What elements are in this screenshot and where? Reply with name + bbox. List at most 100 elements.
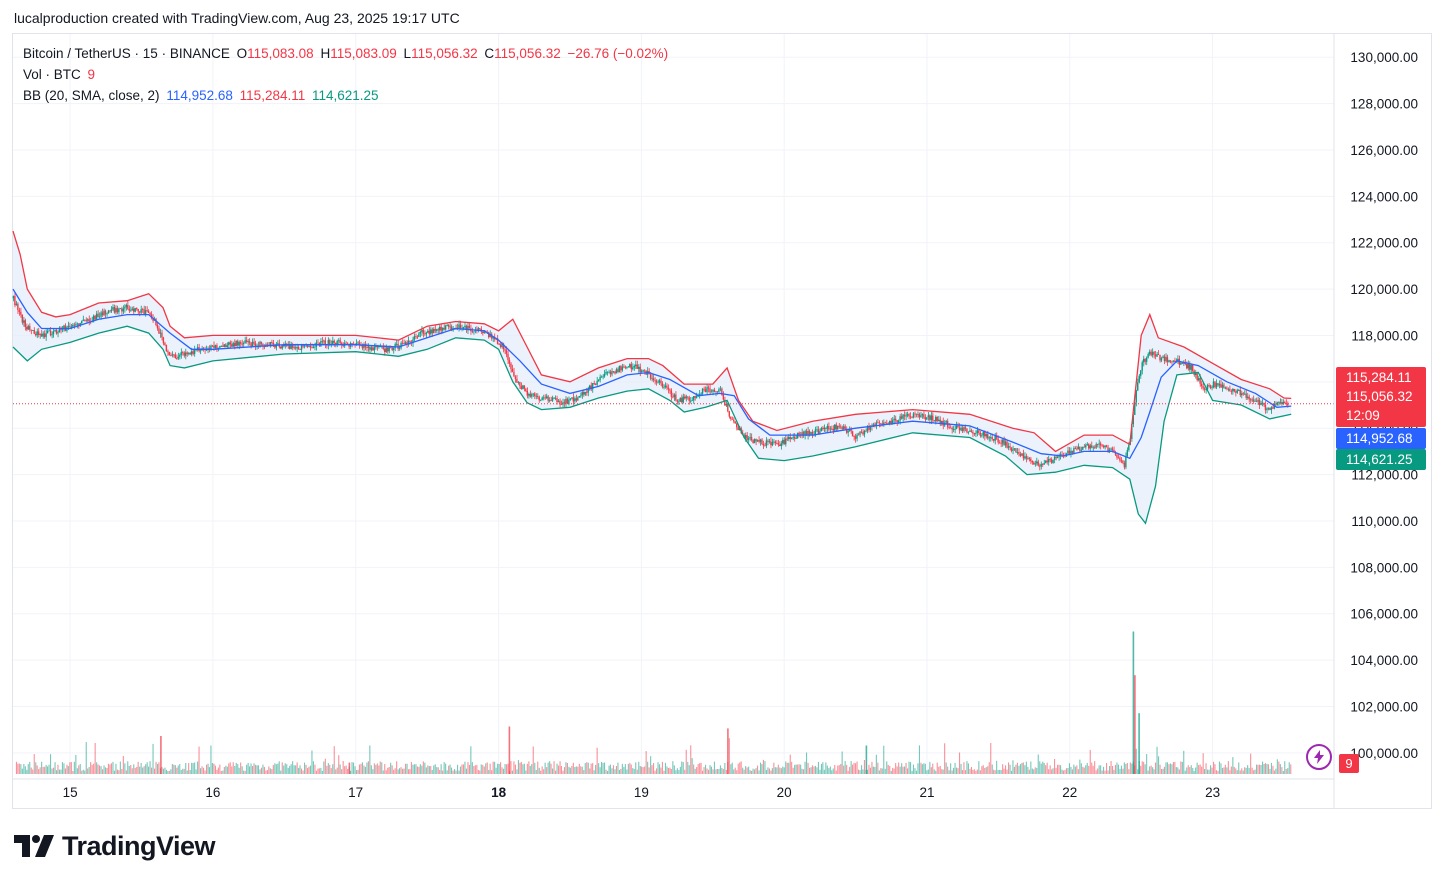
volume-bar	[434, 764, 436, 774]
candle-body	[528, 393, 530, 396]
candle-body	[972, 431, 974, 434]
candle	[822, 425, 824, 431]
candle	[514, 375, 517, 383]
volume-bar	[886, 761, 888, 774]
candle-body	[569, 398, 572, 400]
volume-spike-bar	[1134, 675, 1136, 774]
volume-bar	[265, 770, 267, 774]
candle-body	[749, 437, 751, 439]
candle	[1105, 444, 1108, 448]
volume-bar	[200, 768, 202, 774]
volume-bar	[786, 762, 788, 774]
candle	[1085, 443, 1087, 450]
candle	[137, 308, 139, 315]
volume-bar	[1128, 769, 1130, 774]
volume-bar	[262, 764, 264, 774]
candle	[468, 323, 471, 329]
volume-bar	[1074, 766, 1076, 774]
candle-body	[764, 445, 766, 447]
lightning-icon[interactable]	[1306, 744, 1332, 770]
candle-body	[819, 431, 821, 434]
candle	[590, 382, 592, 392]
candle	[177, 352, 179, 360]
candle-body	[642, 370, 644, 372]
candle-body	[785, 438, 787, 445]
candle	[989, 434, 992, 442]
volume-bar	[1281, 767, 1283, 774]
x-axis-tick-label: 23	[1205, 785, 1220, 800]
candle	[550, 396, 552, 402]
candle-body	[303, 345, 306, 347]
volume-bar	[61, 762, 63, 774]
volume-bar	[1275, 768, 1277, 774]
candle-body	[1004, 441, 1007, 446]
candle	[1088, 443, 1090, 451]
volume-bar	[1116, 762, 1118, 774]
candle	[116, 305, 119, 315]
candle-body	[446, 325, 448, 326]
volume-bar	[696, 767, 698, 774]
volume-bar	[70, 762, 72, 774]
volume-bar	[1196, 762, 1198, 774]
candle	[418, 332, 420, 338]
volume-bar	[638, 761, 640, 774]
volume-bar	[693, 764, 695, 774]
candle	[1044, 460, 1047, 464]
candle-body	[1269, 407, 1271, 410]
candle-body	[1105, 445, 1108, 448]
candle-body	[906, 414, 909, 416]
volume-bar	[501, 767, 503, 774]
candle-body	[793, 436, 796, 439]
volume-bar	[566, 763, 568, 774]
candle	[336, 339, 338, 348]
candle-body	[1227, 388, 1230, 390]
upper-price-tag-text: 115,056.32	[1346, 389, 1413, 404]
volume-bar	[85, 742, 87, 774]
candle-body	[848, 429, 851, 431]
candle	[447, 324, 450, 330]
candle-body	[914, 413, 916, 415]
candle	[32, 329, 34, 331]
volume-bar	[892, 767, 894, 774]
volume-bar	[746, 767, 748, 774]
volume-bar	[1110, 761, 1112, 774]
volume-bar	[1076, 765, 1078, 774]
candle	[1209, 384, 1212, 390]
candle	[786, 436, 788, 442]
candle-body	[280, 346, 282, 349]
candle-body	[1028, 457, 1030, 459]
candle-body	[479, 328, 481, 329]
candle	[951, 426, 953, 434]
candle	[588, 384, 591, 391]
candle	[391, 347, 393, 352]
volume-bar	[1146, 754, 1148, 774]
candle-body	[101, 312, 104, 316]
volume-bar	[436, 767, 438, 774]
candle-body	[1096, 444, 1099, 445]
volume-bar	[737, 763, 739, 774]
candle-body	[104, 310, 107, 315]
candle-body	[637, 366, 640, 369]
volume-bar	[1083, 767, 1085, 774]
candle	[981, 433, 983, 438]
volume-bar	[700, 762, 702, 774]
candle	[747, 436, 750, 443]
candle	[363, 342, 365, 352]
candle	[248, 338, 251, 346]
candle-body	[314, 346, 316, 348]
candle	[467, 323, 469, 334]
legend-bb-label[interactable]: BB (20, SMA, close, 2)	[23, 88, 160, 103]
candle-body	[358, 342, 361, 345]
volume-bar	[907, 768, 909, 774]
volume-bar	[87, 768, 89, 774]
volume-bar	[654, 770, 656, 774]
volume-bar	[514, 764, 516, 774]
legend-volume-label[interactable]: Vol · BTC	[23, 67, 81, 82]
candle-body	[1246, 396, 1249, 398]
candle-body	[929, 415, 931, 420]
candle	[874, 422, 876, 428]
candle	[98, 312, 101, 319]
legend-symbol[interactable]: Bitcoin / TetherUS · 15 · BINANCE	[23, 46, 230, 61]
volume-bar	[1054, 759, 1056, 774]
